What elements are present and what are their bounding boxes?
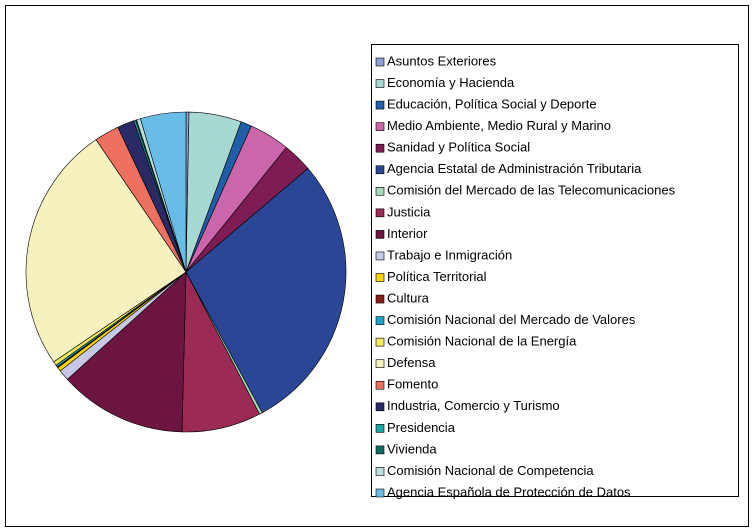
legend-swatch <box>375 402 385 412</box>
legend-label: Presidencia <box>387 420 456 435</box>
pie-slice <box>185 168 347 414</box>
legend-label: Fomento <box>387 377 438 392</box>
legend-label: Defensa <box>387 355 436 370</box>
legend-swatch <box>375 467 385 476</box>
legend-label: Comisión del Mercado de las Telecomunica… <box>387 183 676 198</box>
legend-label: Economía y Hacienda <box>387 75 515 90</box>
legend-swatch <box>375 100 385 110</box>
legend-label: Sanidad y Política Social <box>387 140 530 155</box>
legend-label: Justicia <box>387 204 431 219</box>
legend-swatch <box>375 316 385 325</box>
pie-slice <box>66 271 187 433</box>
legend-label: Educación, Política Social y Deporte <box>387 97 597 112</box>
legend-swatch <box>375 424 385 433</box>
legend-label: Vivienda <box>387 441 437 456</box>
legend-swatch <box>375 208 385 218</box>
legend-label: Trabajo e Inmigración <box>387 247 512 262</box>
legend-label: Comisión Nacional de Competencia <box>387 463 594 478</box>
legend-swatch <box>375 57 385 67</box>
legend-label: Política Territorial <box>387 269 487 284</box>
legend-swatch <box>375 165 385 175</box>
legend-label: Comisión Nacional de la Energía <box>387 334 577 349</box>
legend-swatch <box>375 337 385 347</box>
legend-swatch <box>375 143 385 153</box>
legend-box <box>371 44 739 497</box>
legend-swatch <box>375 251 385 261</box>
legend-swatch <box>375 79 385 88</box>
pie-slice <box>25 139 187 363</box>
legend-label: Industria, Comercio y Turismo <box>387 398 560 413</box>
legend-swatch <box>375 359 385 369</box>
legend-swatch <box>375 122 385 131</box>
legend-label: Agencia Española de Protección de Datos <box>387 484 631 499</box>
legend-swatch <box>375 380 385 390</box>
legend-swatch <box>375 187 385 196</box>
legend-swatch <box>375 488 385 498</box>
legend-label: Asuntos Exteriores <box>387 53 497 68</box>
legend-label: Interior <box>387 226 428 241</box>
pie-slice <box>140 111 187 273</box>
legend-label: Medio Ambiente, Medio Rural y Marino <box>387 118 611 133</box>
legend-swatch <box>375 445 385 455</box>
legend-swatch <box>375 294 385 304</box>
legend-label: Comisión Nacional del Mercado de Valores <box>387 312 636 327</box>
legend-label: Cultura <box>387 290 430 305</box>
legend-label: Agencia Estatal de Administración Tribut… <box>387 161 642 176</box>
legend-swatch <box>375 273 385 282</box>
legend-swatch <box>375 230 385 239</box>
